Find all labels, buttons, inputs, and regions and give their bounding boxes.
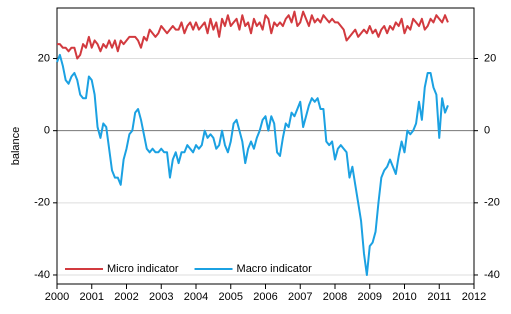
x-tick-label: 2004	[184, 291, 208, 303]
legend-label: Macro indicator	[237, 263, 313, 275]
x-tick-label: 2006	[253, 291, 277, 303]
x-tick-label: 2007	[288, 291, 312, 303]
series-line	[57, 10, 449, 60]
series-line	[56, 53, 449, 276]
x-tick-label: 2001	[80, 291, 104, 303]
x-tick-label: 2008	[323, 291, 347, 303]
x-tick-label: 2010	[392, 291, 416, 303]
x-tick-label: 2009	[358, 291, 382, 303]
x-tick-label: 2011	[427, 291, 451, 303]
y-tick-label: 0	[44, 125, 50, 137]
y-axis-title: balance	[10, 127, 22, 166]
x-tick-label: 2003	[149, 291, 173, 303]
y2-tick-label: -40	[484, 269, 500, 281]
y-tick-label: 20	[38, 52, 50, 64]
y2-tick-label: 20	[484, 52, 496, 64]
x-tick-label: 2002	[114, 291, 138, 303]
x-tick-label: 2012	[462, 291, 486, 303]
x-tick-label: 2000	[45, 291, 69, 303]
y-tick-label: -20	[34, 197, 50, 209]
legend-label: Micro indicator	[107, 263, 179, 275]
y-tick-label: -40	[34, 269, 50, 281]
y2-tick-label: 0	[484, 125, 490, 137]
y2-tick-label: -20	[484, 197, 500, 209]
x-tick-label: 2005	[219, 291, 243, 303]
plot-frame	[56, 7, 475, 285]
